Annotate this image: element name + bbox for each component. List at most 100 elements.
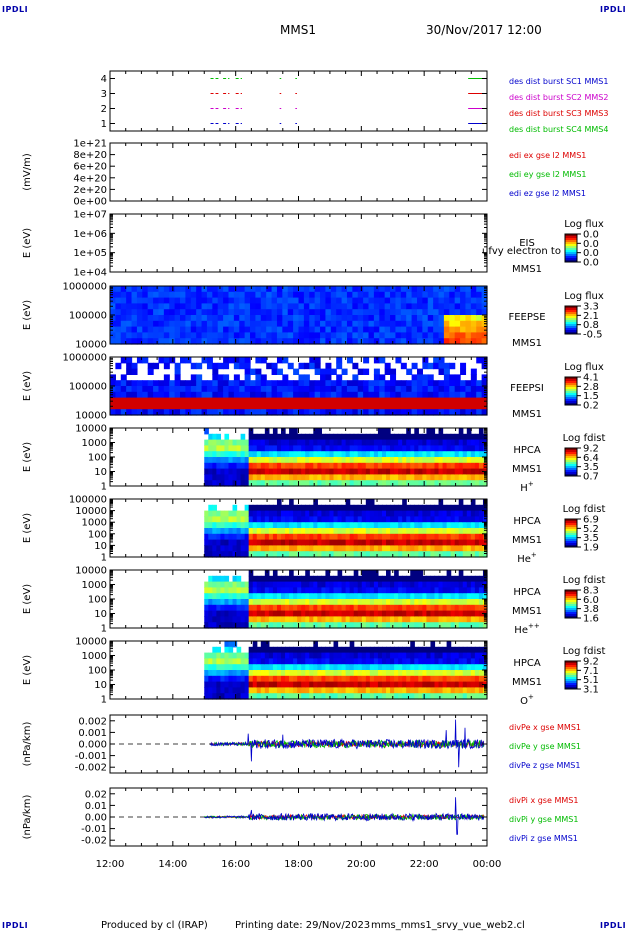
spectrogram-cell <box>438 522 444 529</box>
spectrogram-cell <box>377 451 383 458</box>
spectrogram-cell <box>341 409 348 416</box>
spectrogram-cell <box>228 303 235 310</box>
spectrogram-cell <box>373 403 380 410</box>
spectrogram-cell <box>232 604 238 612</box>
spectrogram-cell <box>321 670 327 677</box>
spectrogram-cell <box>438 368 445 375</box>
spectrogram-cell <box>248 687 254 694</box>
spectrogram-cell <box>217 303 224 310</box>
spectrogram-cell <box>153 386 160 393</box>
spectrogram-cell <box>410 652 415 659</box>
spectrogram-cell <box>297 468 302 475</box>
spectrogram-cell <box>244 675 250 683</box>
spectrogram-cell <box>438 297 445 304</box>
spectrogram-cell <box>416 397 423 404</box>
spectrogram-cell <box>470 462 476 470</box>
spectrogram-cell <box>285 439 290 446</box>
spectrogram-cell <box>228 462 234 470</box>
spectrogram-cell <box>190 297 197 304</box>
spectrogram-cell <box>390 374 397 381</box>
spectrogram-cell <box>357 403 364 410</box>
colorbar-tick-label: 0.7 <box>583 472 599 483</box>
spectrogram-cell <box>458 610 464 617</box>
spectrogram-cell <box>341 326 348 333</box>
colorbar-swatch <box>565 393 577 396</box>
panel-label: MMS1 <box>512 338 542 349</box>
spectrogram-cell <box>293 315 300 322</box>
spectrogram-cell <box>345 658 351 665</box>
spectrogram-cell <box>373 687 379 694</box>
spectrogram-cell <box>438 681 444 688</box>
spectrogram-cell <box>384 391 391 399</box>
spectrogram-cell <box>313 670 318 677</box>
spectrogram-cell <box>126 338 133 345</box>
spectrogram-cell <box>377 681 383 688</box>
colorbar-swatch <box>565 663 577 666</box>
spectrogram-cell <box>410 533 415 541</box>
spectrogram-cell <box>220 510 226 517</box>
spectrogram-cell <box>268 675 274 683</box>
spectrogram-cell <box>153 320 160 328</box>
spectrogram-cell <box>458 599 464 606</box>
spectrogram-cell <box>402 457 407 464</box>
spectrogram-cell <box>281 551 286 558</box>
spectrogram-cell <box>381 693 387 700</box>
spectrogram-cell <box>233 297 240 304</box>
spectrogram-cell <box>410 658 415 665</box>
spectrogram-cell <box>353 658 359 665</box>
spectrogram-cell <box>228 593 234 600</box>
spectrogram-cell <box>416 309 423 316</box>
spectrogram-cell <box>236 675 242 683</box>
spectrogram-cell <box>313 504 318 512</box>
spectrogram-cell <box>336 380 343 387</box>
spectrogram-cell <box>353 604 359 612</box>
spectrogram-cell <box>337 658 343 665</box>
spectrogram-cell <box>470 539 476 546</box>
colorbar-swatch <box>565 377 577 380</box>
spectrogram-cell <box>325 451 331 458</box>
spectrogram-cell <box>180 297 186 304</box>
spectrogram-cell <box>346 380 353 387</box>
spectrogram-cell <box>223 357 230 364</box>
spectrogram-cell <box>357 581 363 588</box>
spectrogram-cell <box>244 593 250 600</box>
spectrogram-cell <box>320 391 327 399</box>
spectrogram-cell <box>478 610 484 617</box>
spectrogram-cell <box>470 533 476 541</box>
spectrogram-cell <box>430 468 436 475</box>
spectrogram-cell <box>465 391 472 399</box>
spectrogram-cell <box>416 332 423 339</box>
spectrogram-cell <box>482 604 488 612</box>
y-tick-label: 100 <box>88 595 107 606</box>
spectrogram-cell <box>353 581 359 588</box>
spectrogram-cell <box>345 646 351 654</box>
spectrogram-cell <box>476 297 483 304</box>
y-tick-label: 1000000 <box>62 353 107 364</box>
spectrogram-cell <box>400 332 407 339</box>
spectrogram-cell <box>236 445 242 452</box>
spectrogram-cell <box>244 664 250 671</box>
spectrogram-cell <box>406 670 411 677</box>
spectrogram-cell <box>450 457 456 464</box>
panel-frame <box>109 70 488 132</box>
spectrogram-cell <box>442 504 448 512</box>
spectrogram-cell <box>169 315 176 322</box>
spectrogram-cell <box>260 409 267 416</box>
spectrogram-cell <box>462 451 468 458</box>
spectrogram-cell <box>244 468 250 475</box>
spectrogram-cell <box>309 658 314 665</box>
spectrogram-cell <box>422 462 428 470</box>
spectrogram-cell <box>341 504 347 512</box>
spectrogram-cell <box>239 326 246 333</box>
spectrogram-cell <box>379 309 386 316</box>
spectrogram-cell <box>240 451 246 458</box>
spectrogram-cell <box>443 338 450 345</box>
spectrogram-cell <box>474 593 480 600</box>
spectrogram-cell <box>126 315 133 322</box>
spectrogram-cell <box>349 516 355 523</box>
spectrogram-cell <box>349 652 355 659</box>
spectrogram-cell <box>442 604 448 612</box>
spectrogram-cell <box>386 528 391 535</box>
spectrogram-cell <box>293 687 298 694</box>
